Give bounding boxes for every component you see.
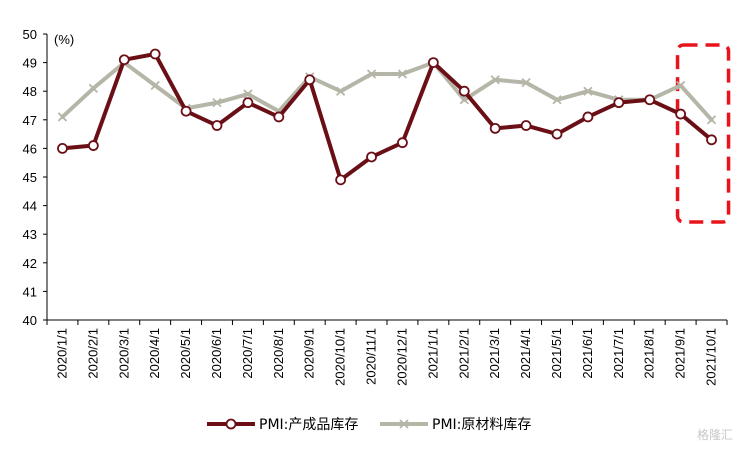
x-tick-label: 2020/7/1: [240, 328, 255, 379]
data-point: [118, 54, 130, 66]
y-tick-label: 41: [23, 284, 37, 299]
legend-label: PMI:产成品库存: [259, 417, 358, 433]
legend-item: PMI:产成品库存: [207, 417, 358, 433]
data-point: [583, 86, 593, 96]
highlight-dashed-box: [675, 43, 731, 224]
data-point: [335, 86, 346, 96]
x-tick-label: 2021/2/1: [456, 328, 471, 379]
x-axis: 2020/1/1 2020/2/1 2020/3/1 2020/4/1 2020/5/1…: [46, 319, 728, 386]
data-point: [427, 57, 439, 68]
data-point: [489, 122, 501, 134]
unit-label: (%): [54, 32, 74, 47]
series-raw-materials: [57, 57, 717, 125]
x-tick-label: 2020/8/1: [271, 328, 286, 379]
legend-marker: [225, 418, 237, 430]
x-tick-label: 2020/12/1: [394, 328, 409, 386]
legend: PMI:产成品库存 PMI:原材料库存: [207, 417, 531, 433]
x-tick-label: 2020/1/1: [54, 328, 69, 379]
y-tick-label: 47: [23, 113, 37, 128]
data-point: [150, 80, 160, 91]
x-tick-label: 2021/4/1: [518, 328, 533, 379]
x-tick-label: 2021/8/1: [642, 328, 657, 379]
data-point: [521, 77, 531, 88]
data-point: [675, 80, 686, 91]
legend-label: PMI:原材料库存: [432, 417, 531, 433]
x-tick-label: 2020/4/1: [147, 328, 162, 379]
data-point: [613, 97, 625, 109]
data-point: [243, 89, 253, 99]
x-tick-label: 2020/9/1: [302, 328, 317, 379]
y-tick-label: 40: [23, 313, 37, 328]
data-point: [551, 128, 563, 140]
data-point: [242, 97, 254, 109]
y-tick-label: 49: [23, 56, 37, 71]
watermark-logo: 格隆汇: [696, 428, 733, 442]
data-point: [706, 134, 717, 146]
x-tick-label: 2021/5/1: [549, 328, 564, 379]
data-point: [644, 94, 656, 106]
y-tick-label: 48: [23, 84, 37, 99]
data-point: [706, 115, 717, 125]
x-tick-label: 2021/6/1: [580, 328, 595, 379]
legend-item: PMI:原材料库存: [380, 417, 531, 433]
series-line: [60, 60, 714, 122]
series-finished-goods: [57, 48, 717, 186]
data-point: [458, 85, 470, 97]
data-point: [552, 95, 562, 105]
y-tick-label: 50: [23, 27, 37, 42]
x-tick-label: 2020/10/1: [333, 328, 348, 386]
data-point: [582, 111, 594, 123]
x-tick-label: 2020/5/1: [178, 328, 193, 379]
data-point: [212, 98, 222, 108]
x-tick-label: 2020/3/1: [116, 328, 131, 379]
data-point: [180, 105, 192, 117]
y-tick-label: 45: [23, 170, 37, 185]
data-point: [397, 137, 408, 149]
series-line: [60, 52, 714, 182]
y-tick-label: 44: [23, 199, 37, 214]
y-tick-label: 42: [23, 256, 37, 271]
x-tick-label: 2021/7/1: [611, 328, 626, 379]
x-tick-label: 2020/11/1: [364, 328, 379, 385]
data-point: [149, 48, 161, 60]
y-tick-label: 46: [23, 141, 37, 156]
data-point: [675, 108, 687, 120]
x-tick-label: 2021/9/1: [673, 328, 688, 379]
data-point: [335, 174, 347, 186]
data-point: [490, 75, 500, 85]
data-point: [304, 74, 316, 86]
data-point: [87, 140, 99, 151]
x-tick-label: 2021/3/1: [487, 328, 502, 379]
x-tick-label: 2021/1/1: [425, 328, 440, 379]
data-point: [397, 69, 408, 79]
data-point: [57, 112, 68, 122]
data-point: [57, 142, 68, 154]
highlight-box: [675, 43, 731, 224]
data-point: [211, 120, 223, 131]
data-point: [88, 83, 98, 93]
data-point: [273, 111, 285, 123]
data-point: [366, 69, 377, 79]
x-tick-label: 2020/6/1: [209, 328, 224, 379]
legend-marker: [399, 419, 409, 429]
data-point: [520, 120, 532, 131]
series-layer: [57, 48, 717, 186]
data-point: [366, 151, 377, 163]
y-tick-label: 43: [23, 227, 37, 242]
y-axis: 40 41 42 43 44 45 46 47 48 49 50: [23, 27, 48, 328]
x-tick-label: 2021/10/1: [704, 328, 719, 386]
x-tick-label: 2020/2/1: [85, 328, 100, 379]
